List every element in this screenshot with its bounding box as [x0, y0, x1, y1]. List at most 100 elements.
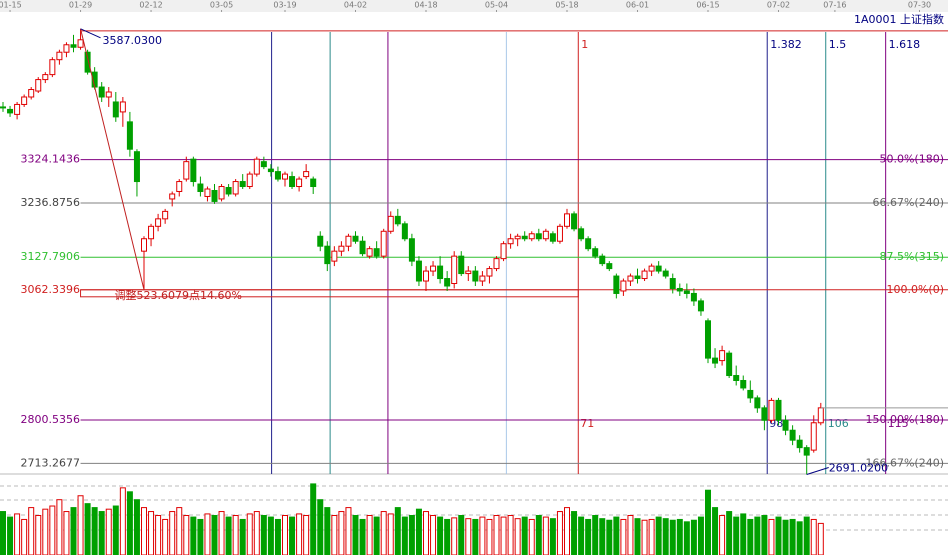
volume-bar — [437, 516, 444, 555]
time-ratio: 1.618 — [889, 38, 921, 51]
candle-body — [465, 270, 472, 275]
candle-body — [719, 350, 726, 362]
volume-bar — [655, 516, 662, 555]
level-tag: 100.0%(0) — [886, 283, 944, 296]
candle-body — [415, 260, 422, 282]
candle-body — [514, 235, 521, 240]
candle-body — [42, 74, 49, 81]
volume-bar — [606, 519, 613, 555]
candle-body — [796, 439, 803, 449]
candle-body — [486, 268, 493, 277]
candle-body — [521, 235, 528, 240]
level-price: 2713.2677 — [21, 456, 81, 469]
time-count: 71 — [580, 417, 594, 430]
x-tick-label: 02-12 — [139, 1, 162, 10]
candle-body — [535, 233, 542, 240]
x-tick-label: 04-18 — [414, 1, 437, 10]
candle-body — [634, 275, 641, 280]
volume-bar — [768, 518, 775, 555]
candle-body — [28, 89, 35, 98]
candle-body — [310, 178, 317, 188]
candle-body — [190, 158, 197, 183]
candle-body — [84, 51, 91, 73]
candle-body — [324, 245, 331, 265]
volume-bar — [119, 487, 126, 555]
level-price: 3324.1436 — [21, 153, 81, 166]
candle-body — [373, 248, 380, 257]
candle-body — [246, 173, 253, 188]
volume-bar — [77, 495, 84, 555]
volume-bar — [472, 518, 479, 555]
volume-bar — [754, 516, 761, 555]
volume-bar — [197, 518, 204, 555]
candle-body — [289, 176, 296, 188]
candle-body — [493, 258, 500, 270]
volume-bar — [535, 515, 542, 555]
candle-body — [712, 357, 719, 364]
volume-bar — [817, 522, 824, 555]
volume-bar — [810, 518, 817, 555]
volume-bar — [599, 518, 606, 555]
volume-bar — [549, 518, 556, 555]
volume-bar — [70, 507, 77, 555]
candle-body — [754, 397, 761, 409]
candle-body — [669, 278, 676, 289]
volume-bar — [465, 518, 472, 555]
candle-body — [119, 101, 126, 113]
candle-body — [549, 233, 556, 242]
candle-body — [585, 238, 592, 250]
candle-body — [444, 278, 451, 287]
candle-body — [472, 270, 479, 282]
volume-bar — [669, 519, 676, 555]
candle-body — [352, 235, 359, 242]
volume-bar — [458, 515, 465, 555]
volume-bar — [585, 518, 592, 555]
volume-bar — [204, 513, 211, 555]
candle-body — [817, 407, 824, 424]
candle-body — [204, 188, 211, 197]
candle-body — [77, 39, 84, 48]
candle-body — [56, 51, 63, 61]
high-label: 3587.0300 — [103, 34, 163, 47]
volume-bar — [317, 499, 324, 555]
candle-body — [98, 86, 105, 98]
x-tick-label: 03-05 — [210, 1, 233, 10]
volume-bar — [112, 505, 119, 555]
volume-bar — [169, 511, 176, 555]
candle-body — [627, 275, 634, 282]
volume-bar — [345, 507, 352, 555]
candle-body — [274, 171, 281, 180]
volume-bar — [232, 515, 239, 555]
candle-body — [683, 290, 690, 294]
volume-bar — [35, 515, 42, 555]
volume-bar — [14, 513, 21, 555]
candle-body — [359, 240, 366, 255]
volume-bar — [218, 511, 225, 555]
volume-bar — [500, 516, 507, 555]
level-tag: 166.67%(240) — [865, 456, 944, 469]
volume-bar — [0, 511, 6, 555]
volume-bar — [712, 507, 719, 555]
volume-bar — [267, 516, 274, 555]
volume-bar — [627, 515, 634, 555]
time-ratio: 1.382 — [770, 38, 802, 51]
candle-body — [430, 265, 437, 272]
x-tick-label: 04-02 — [344, 1, 367, 10]
volume-bar — [296, 513, 303, 555]
candle-body — [345, 235, 352, 247]
volume-bar — [747, 518, 754, 555]
candle-body — [380, 230, 387, 257]
candle-body — [169, 193, 176, 200]
volume-bar — [423, 511, 429, 555]
candle-body — [500, 243, 507, 260]
volume-bar — [98, 511, 105, 555]
candle-body — [105, 91, 112, 98]
candle-body — [620, 280, 627, 292]
volume-bar — [528, 518, 535, 555]
volume-bar — [620, 518, 627, 555]
candle-body — [63, 44, 70, 53]
candle-body — [7, 108, 14, 114]
volume-bar — [592, 515, 599, 555]
candle-body — [810, 422, 817, 451]
